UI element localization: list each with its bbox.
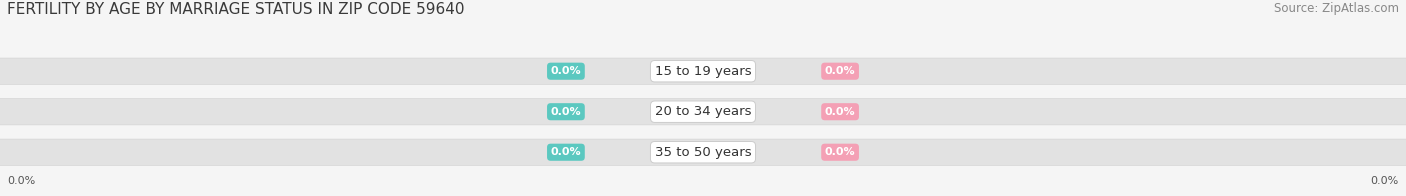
- FancyBboxPatch shape: [0, 139, 1406, 165]
- Text: 0.0%: 0.0%: [551, 107, 581, 117]
- Text: 0.0%: 0.0%: [551, 66, 581, 76]
- FancyBboxPatch shape: [0, 58, 1406, 84]
- Text: Source: ZipAtlas.com: Source: ZipAtlas.com: [1274, 2, 1399, 15]
- Text: 0.0%: 0.0%: [825, 147, 855, 157]
- Text: 20 to 34 years: 20 to 34 years: [655, 105, 751, 118]
- Text: 0.0%: 0.0%: [1371, 176, 1399, 186]
- Text: 15 to 19 years: 15 to 19 years: [655, 65, 751, 78]
- Text: 0.0%: 0.0%: [825, 66, 855, 76]
- Text: 35 to 50 years: 35 to 50 years: [655, 146, 751, 159]
- Text: 0.0%: 0.0%: [825, 107, 855, 117]
- Text: 0.0%: 0.0%: [551, 147, 581, 157]
- FancyBboxPatch shape: [0, 99, 1406, 125]
- Text: FERTILITY BY AGE BY MARRIAGE STATUS IN ZIP CODE 59640: FERTILITY BY AGE BY MARRIAGE STATUS IN Z…: [7, 2, 464, 17]
- Text: 0.0%: 0.0%: [7, 176, 35, 186]
